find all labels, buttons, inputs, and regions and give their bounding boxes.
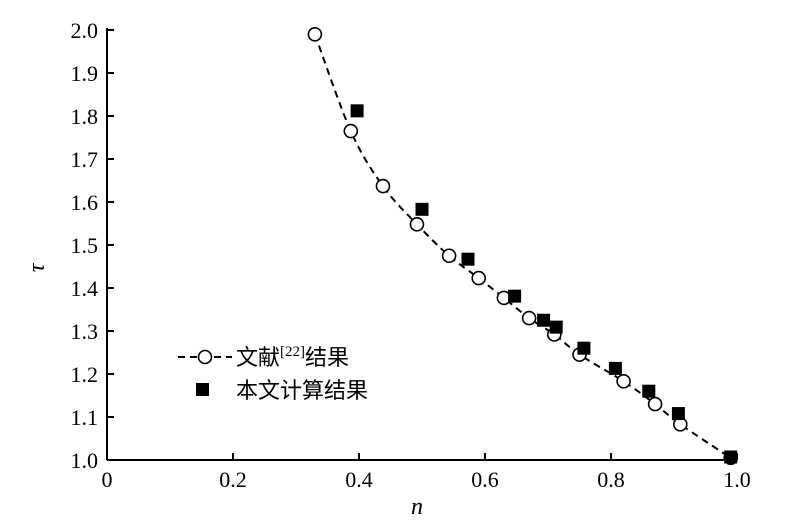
y-tick-label: 2.0 xyxy=(71,18,99,43)
series-2-point xyxy=(350,104,364,118)
series-1-point xyxy=(521,310,537,326)
series-2-point xyxy=(608,361,622,375)
series-1-point xyxy=(375,178,391,194)
x-axis-ticks: 0 0.2 0.4 0.6 0.8 1.0 xyxy=(102,453,751,492)
series-2-point xyxy=(642,384,656,398)
series-2-point xyxy=(671,407,685,421)
y-tick-label: 1.4 xyxy=(71,276,99,301)
legend-series-2-label: 本文计算结果 xyxy=(236,379,368,404)
legend-series-1-marker xyxy=(197,349,213,365)
x-axis-label: n xyxy=(411,494,423,520)
series-2-point xyxy=(461,252,475,266)
series-1-point xyxy=(307,26,323,42)
series-2-point xyxy=(724,450,738,464)
y-tick-label: 1.1 xyxy=(71,405,99,430)
x-tick-label: 1.0 xyxy=(723,467,751,492)
y-tick-label: 1.2 xyxy=(71,362,99,387)
x-tick-label: 0.6 xyxy=(471,467,499,492)
y-tick-label: 1.0 xyxy=(71,448,99,473)
x-tick-label: 0 xyxy=(102,467,113,492)
y-tick-label: 1.6 xyxy=(71,190,99,215)
series-1-point xyxy=(343,123,359,139)
y-tick-label: 1.5 xyxy=(71,233,99,258)
y-tick-label: 1.9 xyxy=(71,61,99,86)
series-2-point xyxy=(549,320,563,334)
series-1-point xyxy=(441,248,457,264)
x-tick-label: 0.2 xyxy=(219,467,247,492)
series-1-dashed-line xyxy=(313,33,732,459)
y-axis-label: τ xyxy=(24,262,50,272)
series-2-point xyxy=(508,289,522,303)
series-1-line xyxy=(313,33,732,459)
legend-series-2-marker xyxy=(196,383,209,396)
legend-series-1-label: 文献[22]结果 xyxy=(236,344,349,371)
y-tick-label: 1.7 xyxy=(71,147,99,172)
legend: 文献[22]结果 本文计算结果 xyxy=(178,344,368,404)
series-2-point xyxy=(577,341,591,355)
series-2-points xyxy=(350,104,738,464)
series-1-point xyxy=(647,396,663,412)
x-tick-label: 0.8 xyxy=(597,467,625,492)
y-tick-label: 1.3 xyxy=(71,319,99,344)
series-2-point xyxy=(415,202,429,216)
series-1-points xyxy=(307,26,739,466)
y-axis-ticks: 1.0 1.1 1.2 1.3 1.4 1.5 1.6 1.7 1.8 1.9 2.0 xyxy=(71,18,114,473)
x-tick-label: 0.4 xyxy=(345,467,373,492)
series-1-point xyxy=(471,270,487,286)
series-1-point xyxy=(616,374,631,389)
series-1-point xyxy=(409,217,425,232)
y-tick-label: 1.8 xyxy=(71,104,99,129)
series-2-point xyxy=(537,313,551,327)
